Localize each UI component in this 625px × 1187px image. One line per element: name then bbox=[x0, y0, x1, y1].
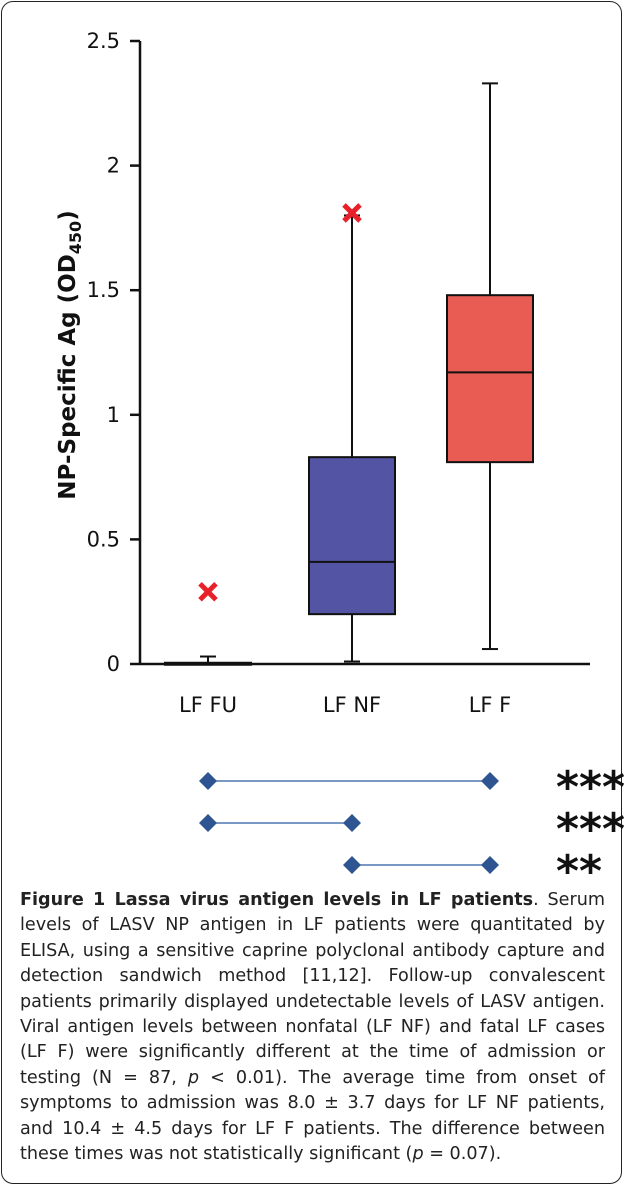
x-tick-label: LF FU bbox=[179, 693, 237, 717]
x-tick-label: LF F bbox=[469, 693, 512, 717]
diamond-marker bbox=[199, 772, 217, 790]
figure-caption: Figure 1 Lassa virus antigen levels in L… bbox=[20, 888, 605, 1167]
caption-title: Figure 1 Lassa virus antigen levels in L… bbox=[20, 890, 534, 910]
diamond-marker bbox=[343, 814, 361, 832]
significance-label: *** bbox=[556, 762, 625, 813]
significance-label: ** bbox=[556, 846, 602, 880]
caption-text-2: < 0.01). The average time from onset of … bbox=[20, 1067, 605, 1165]
boxes bbox=[164, 82, 534, 666]
y-tick-label: 1.5 bbox=[87, 278, 120, 302]
box-iqr bbox=[308, 456, 396, 616]
box-lf-f bbox=[446, 82, 534, 651]
diamond-marker bbox=[199, 814, 217, 832]
y-tick-label: 0 bbox=[107, 652, 120, 676]
significance-label: *** bbox=[556, 804, 625, 855]
diamond-marker bbox=[481, 856, 499, 874]
diamond-marker bbox=[481, 772, 499, 790]
caption-text-1: . Serum levels of LASV NP antigen in LF … bbox=[20, 890, 605, 1088]
x-tick-labels: LF FU LF NF LF F bbox=[179, 693, 511, 717]
box-iqr bbox=[446, 294, 534, 464]
caption-text-3: = 0.07). bbox=[423, 1144, 502, 1165]
y-tick-label: 1 bbox=[107, 403, 120, 427]
diamond-marker bbox=[343, 856, 361, 874]
box-lf-nf bbox=[308, 203, 396, 663]
x-tick-label: LF NF bbox=[323, 693, 381, 717]
box-plot-chart: 00.511.522.5 LF FU LF NF LF F ******** NP-… bbox=[55, 29, 625, 880]
significance-row: *** bbox=[199, 804, 625, 855]
box-lf-fu bbox=[164, 581, 252, 666]
y-ticks: 0 0.5 1 1.5 2 2.5 bbox=[87, 29, 140, 676]
y-tick-label: 2.5 bbox=[87, 29, 120, 53]
y-tick-label: 0.5 bbox=[87, 527, 120, 551]
significance-row: *** bbox=[199, 762, 625, 813]
significance-bars: ******** bbox=[199, 762, 625, 880]
caption-p-1: p bbox=[187, 1067, 200, 1088]
caption-p-2: p bbox=[412, 1144, 424, 1165]
outlier-marker bbox=[342, 203, 362, 223]
outlier-marker bbox=[198, 581, 218, 602]
y-axis-label: NP-Specific Ag (OD450) bbox=[55, 210, 85, 499]
significance-row: ** bbox=[343, 846, 602, 880]
y-tick-label: 2 bbox=[107, 154, 120, 178]
